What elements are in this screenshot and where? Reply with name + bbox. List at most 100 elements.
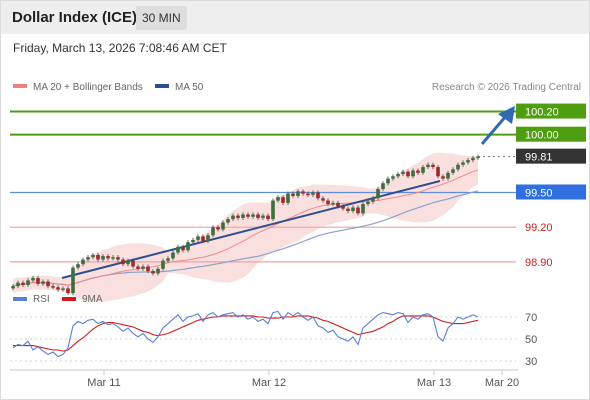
candle-body	[11, 286, 15, 289]
price-level-tag	[516, 126, 586, 142]
candle-body	[276, 197, 280, 201]
candle-body	[436, 167, 440, 177]
price-level-label: 99.81	[525, 152, 553, 164]
candle-body	[36, 278, 40, 284]
candle-body	[301, 191, 305, 194]
candle-body	[396, 173, 400, 177]
candle-body	[191, 239, 195, 243]
timeframe-button[interactable]: 30 MIN	[136, 6, 187, 30]
rsi-ma-swatch	[62, 297, 76, 301]
candle-body	[361, 204, 365, 214]
candle-body	[366, 201, 370, 205]
candle-body	[91, 254, 95, 258]
candle-body	[401, 171, 405, 174]
candle-body	[196, 236, 200, 240]
candle-body	[286, 193, 290, 203]
candle-body	[261, 215, 265, 218]
x-axis: Mar 11 Mar 12 Mar 13 Mar 20	[10, 369, 519, 389]
ma50-legend-label: MA 50	[175, 82, 204, 93]
candle-body	[26, 280, 30, 285]
candlesticks	[11, 154, 480, 296]
candle-body	[376, 189, 380, 199]
candle-body	[331, 202, 335, 205]
candle-body	[416, 170, 420, 173]
candle-body	[421, 167, 425, 173]
candle-body	[251, 214, 255, 217]
candle-body	[101, 256, 105, 260]
ma50-swatch	[155, 84, 169, 88]
price-level-label: 100.20	[525, 107, 559, 119]
candle-body	[471, 157, 475, 161]
rsi-ma-legend-label: 9MA	[82, 294, 103, 305]
x-axis-tick-label: Mar 13	[417, 377, 451, 389]
candle-body	[221, 222, 225, 230]
candle-body	[451, 169, 455, 173]
candle-body	[316, 192, 320, 199]
price-levels	[10, 110, 516, 263]
candle-body	[96, 254, 100, 260]
candle-body	[186, 242, 190, 251]
x-axis-tick-label: Mar 12	[252, 377, 286, 389]
price-level-tag	[516, 148, 586, 164]
candle-body	[151, 271, 155, 274]
candle-body	[321, 198, 325, 201]
candle-body	[86, 257, 90, 260]
candle-body	[16, 282, 20, 287]
candle-body	[291, 193, 295, 196]
price-legend: MA 20 + Bollinger Bands MA 50 Research ©…	[13, 82, 581, 93]
candle-body	[341, 206, 345, 209]
price-level-label: 100.00	[525, 130, 559, 142]
candle-body	[181, 246, 185, 251]
candle-body	[161, 260, 165, 269]
candle-body	[136, 266, 140, 269]
candle-body	[431, 164, 435, 168]
instrument-title: Dollar Index (ICE)	[12, 9, 138, 26]
x-axis-tick-label: Mar 11	[87, 377, 120, 389]
rsi-series	[12, 310, 479, 358]
candle-body	[21, 282, 25, 285]
candle-body	[176, 246, 180, 253]
candle-body	[121, 259, 125, 265]
ma20-swatch	[13, 84, 27, 88]
price-level-label: 99.50	[525, 187, 553, 199]
candle-body	[311, 192, 315, 195]
candle-body	[386, 178, 390, 184]
candle-body	[171, 252, 175, 259]
candle-body	[81, 259, 85, 265]
candle-body	[31, 278, 35, 281]
candle-body	[241, 214, 245, 218]
rsi-ma-line	[13, 315, 479, 352]
candle-body	[456, 164, 460, 170]
price-level-tag	[516, 103, 586, 119]
candle-body	[306, 193, 310, 196]
candle-body	[236, 215, 240, 218]
candle-body	[326, 200, 330, 205]
candle-body	[466, 160, 470, 163]
candle-body	[111, 257, 115, 259]
rsi-panel: RSI 9MA 70 50 30	[10, 294, 537, 368]
candle-body	[461, 162, 465, 165]
rsi-legend-label: RSI	[33, 294, 50, 305]
candle-body	[281, 197, 285, 203]
rsi-tick-label: 30	[525, 356, 537, 368]
candle-body	[476, 156, 480, 159]
candle-body	[371, 198, 375, 202]
candle-body	[446, 172, 450, 179]
candle-body	[61, 288, 65, 290]
candle-body	[356, 207, 360, 214]
x-axis-tick-label: Mar 20	[485, 377, 519, 389]
candle-body	[146, 266, 150, 272]
rsi-tick-label: 70	[525, 312, 537, 324]
candle-body	[406, 171, 410, 177]
timestamp: Friday, March 13, 2026 7:08:46 AM CET	[13, 41, 227, 55]
candle-body	[76, 264, 80, 268]
price-level-tag	[516, 184, 586, 200]
candle-body	[231, 215, 235, 220]
candle-body	[131, 260, 135, 267]
forecast-arrow-head	[498, 106, 515, 124]
candle-body	[226, 219, 230, 223]
ma20-line	[12, 169, 479, 287]
candle-body	[411, 170, 415, 177]
x-axis-ticks: Mar 11 Mar 12 Mar 13 Mar 20	[87, 370, 519, 389]
